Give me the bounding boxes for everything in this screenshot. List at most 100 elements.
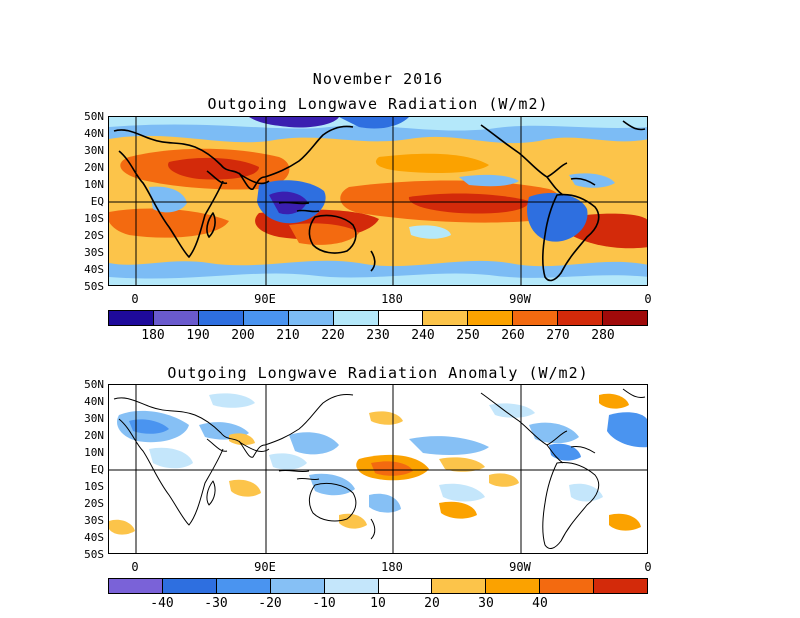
olr-lat-label: 50S [84,280,104,293]
anomaly-colorbar-swatch [378,579,433,593]
anomaly-colorbar-swatch [594,579,648,593]
anomaly-pos-patch [609,513,641,531]
olr-lat-label: 30S [84,246,104,259]
olr-lat-label: 10S [84,212,104,225]
olr-south-atlantic-hot [109,208,229,238]
anomaly-colorbar-tick-label: -40 [150,596,174,611]
anomaly-colorbar-tick-label: -20 [258,596,282,611]
anomaly-colorbar-tick-label: 40 [532,596,548,611]
anomaly-colorbar-tick-label: 10 [370,596,386,611]
anomaly-pos-patch [489,473,519,487]
olr-coast-new-zealand [370,250,376,272]
anomaly-coast-madagascar [206,480,216,506]
olr-colorbar-swatch [153,311,199,325]
anomaly-colorbar [108,578,648,594]
olr-colorbar-tick-label: 280 [591,328,615,343]
anomaly-coast-greenland [622,388,646,398]
olr-lon-label: 0 [131,292,139,306]
olr-coast-east-asia [264,125,354,178]
olr-colorbar-swatch [288,311,334,325]
olr-lat-label: 40N [84,127,104,140]
anomaly-pos-patch [339,513,367,529]
olr-colorbar [108,310,648,326]
olr-colorbar-tick-label: 180 [141,328,165,343]
olr-lon-label: 90W [509,292,531,306]
olr-colorbar-swatch [513,311,559,325]
olr-congo-cool [149,186,187,213]
olr-map [108,116,648,286]
anomaly-pos-patch [369,411,403,425]
anomaly-colorbar-swatch [216,579,271,593]
anomaly-map-canvas [109,385,647,553]
olr-colorbar-tick-label: 270 [546,328,570,343]
olr-colorbar-swatch [468,311,514,325]
anomaly-neg-patch [269,453,307,470]
anomaly-coast-indonesia [278,469,320,481]
olr-lon-label: 0 [644,292,652,306]
anomaly-pos-patch [371,461,413,476]
anomaly-coast-arabia [206,438,228,452]
anomaly-neg-patch [607,412,647,448]
olr-colorbar-swatch [558,311,604,325]
olr-lat-label: 30N [84,144,104,157]
olr-lat-label: 40S [84,263,104,276]
anomaly-coast-eurasia [113,397,270,452]
anomaly-panel-title: Outgoing Longwave Radiation Anomaly (W/m… [167,364,589,382]
anomaly-lon-label: 0 [131,560,139,574]
anomaly-gridlines [109,385,647,553]
anomaly-colorbar-swatch [486,579,541,593]
anomaly-neg-patch [149,447,193,469]
olr-colorbar-swatch [333,311,379,325]
olr-south-pale-band [109,273,647,285]
anomaly-lat-label: 40S [84,531,104,544]
anomaly-lat-label: EQ [90,463,104,476]
anomaly-colorbar-swatch [432,579,487,593]
anomaly-pos-patch [229,433,255,446]
olr-map-canvas [109,117,647,285]
anomaly-colorbar-swatch [162,579,217,593]
anomaly-lat-label: 30N [84,412,104,425]
anomaly-pos-patch [439,457,485,472]
olr-coastlines [113,120,646,282]
olr-colorbar-swatch [198,311,244,325]
olr-north-pacific-warm [375,153,489,173]
anomaly-lon-label: 90W [509,560,531,574]
anomaly-colorbar-swatch [540,579,595,593]
olr-coast-eurasia [113,129,270,185]
anomaly-colorbar-tick-label: 30 [478,596,494,611]
olr-lat-label: 10N [84,178,104,191]
olr-colorbar-swatch [378,311,424,325]
olr-coast-north-america [480,124,568,178]
olr-australia-hot [289,223,359,245]
olr-colorbar-tick-label: 260 [501,328,525,343]
anomaly-neg-patch [129,419,169,434]
anomaly-coast-central-america [546,444,564,464]
anomaly-neg-patch [289,432,339,455]
olr-coast-caribbean [570,177,596,186]
anomaly-coast-north-america [480,392,568,446]
anomaly-map [108,384,648,554]
anomaly-lon-label: 0 [644,560,652,574]
anomaly-colorbar-swatch [270,579,325,593]
olr-spcz-pale [409,225,451,239]
anomaly-coast-australia [308,482,357,522]
olr-north-deep-cold [249,117,339,128]
olr-colorbar-tick-label: 230 [366,328,390,343]
anomaly-lat-label: 20S [84,497,104,510]
anomaly-neg-patch [549,443,581,461]
anomaly-coast-new-zealand [370,518,376,540]
olr-colorbar-swatch [423,311,469,325]
olr-coast-south-america [541,193,600,282]
olr-colorbar-swatch [603,311,648,325]
olr-lat-label: 20N [84,161,104,174]
anomaly-lat-label: 20N [84,429,104,442]
anomaly-neg-patch [309,473,355,496]
olr-coast-africa [118,150,224,258]
olr-panel-title: Outgoing Longwave Radiation (W/m2) [207,95,549,113]
anomaly-coast-east-asia [264,394,354,446]
olr-colorbar-tick-label: 240 [411,328,435,343]
anomaly-lon-label: 180 [381,560,403,574]
anomaly-lat-label: 30S [84,514,104,527]
olr-lat-label: EQ [90,195,104,208]
anomaly-coast-south-america [542,462,600,549]
